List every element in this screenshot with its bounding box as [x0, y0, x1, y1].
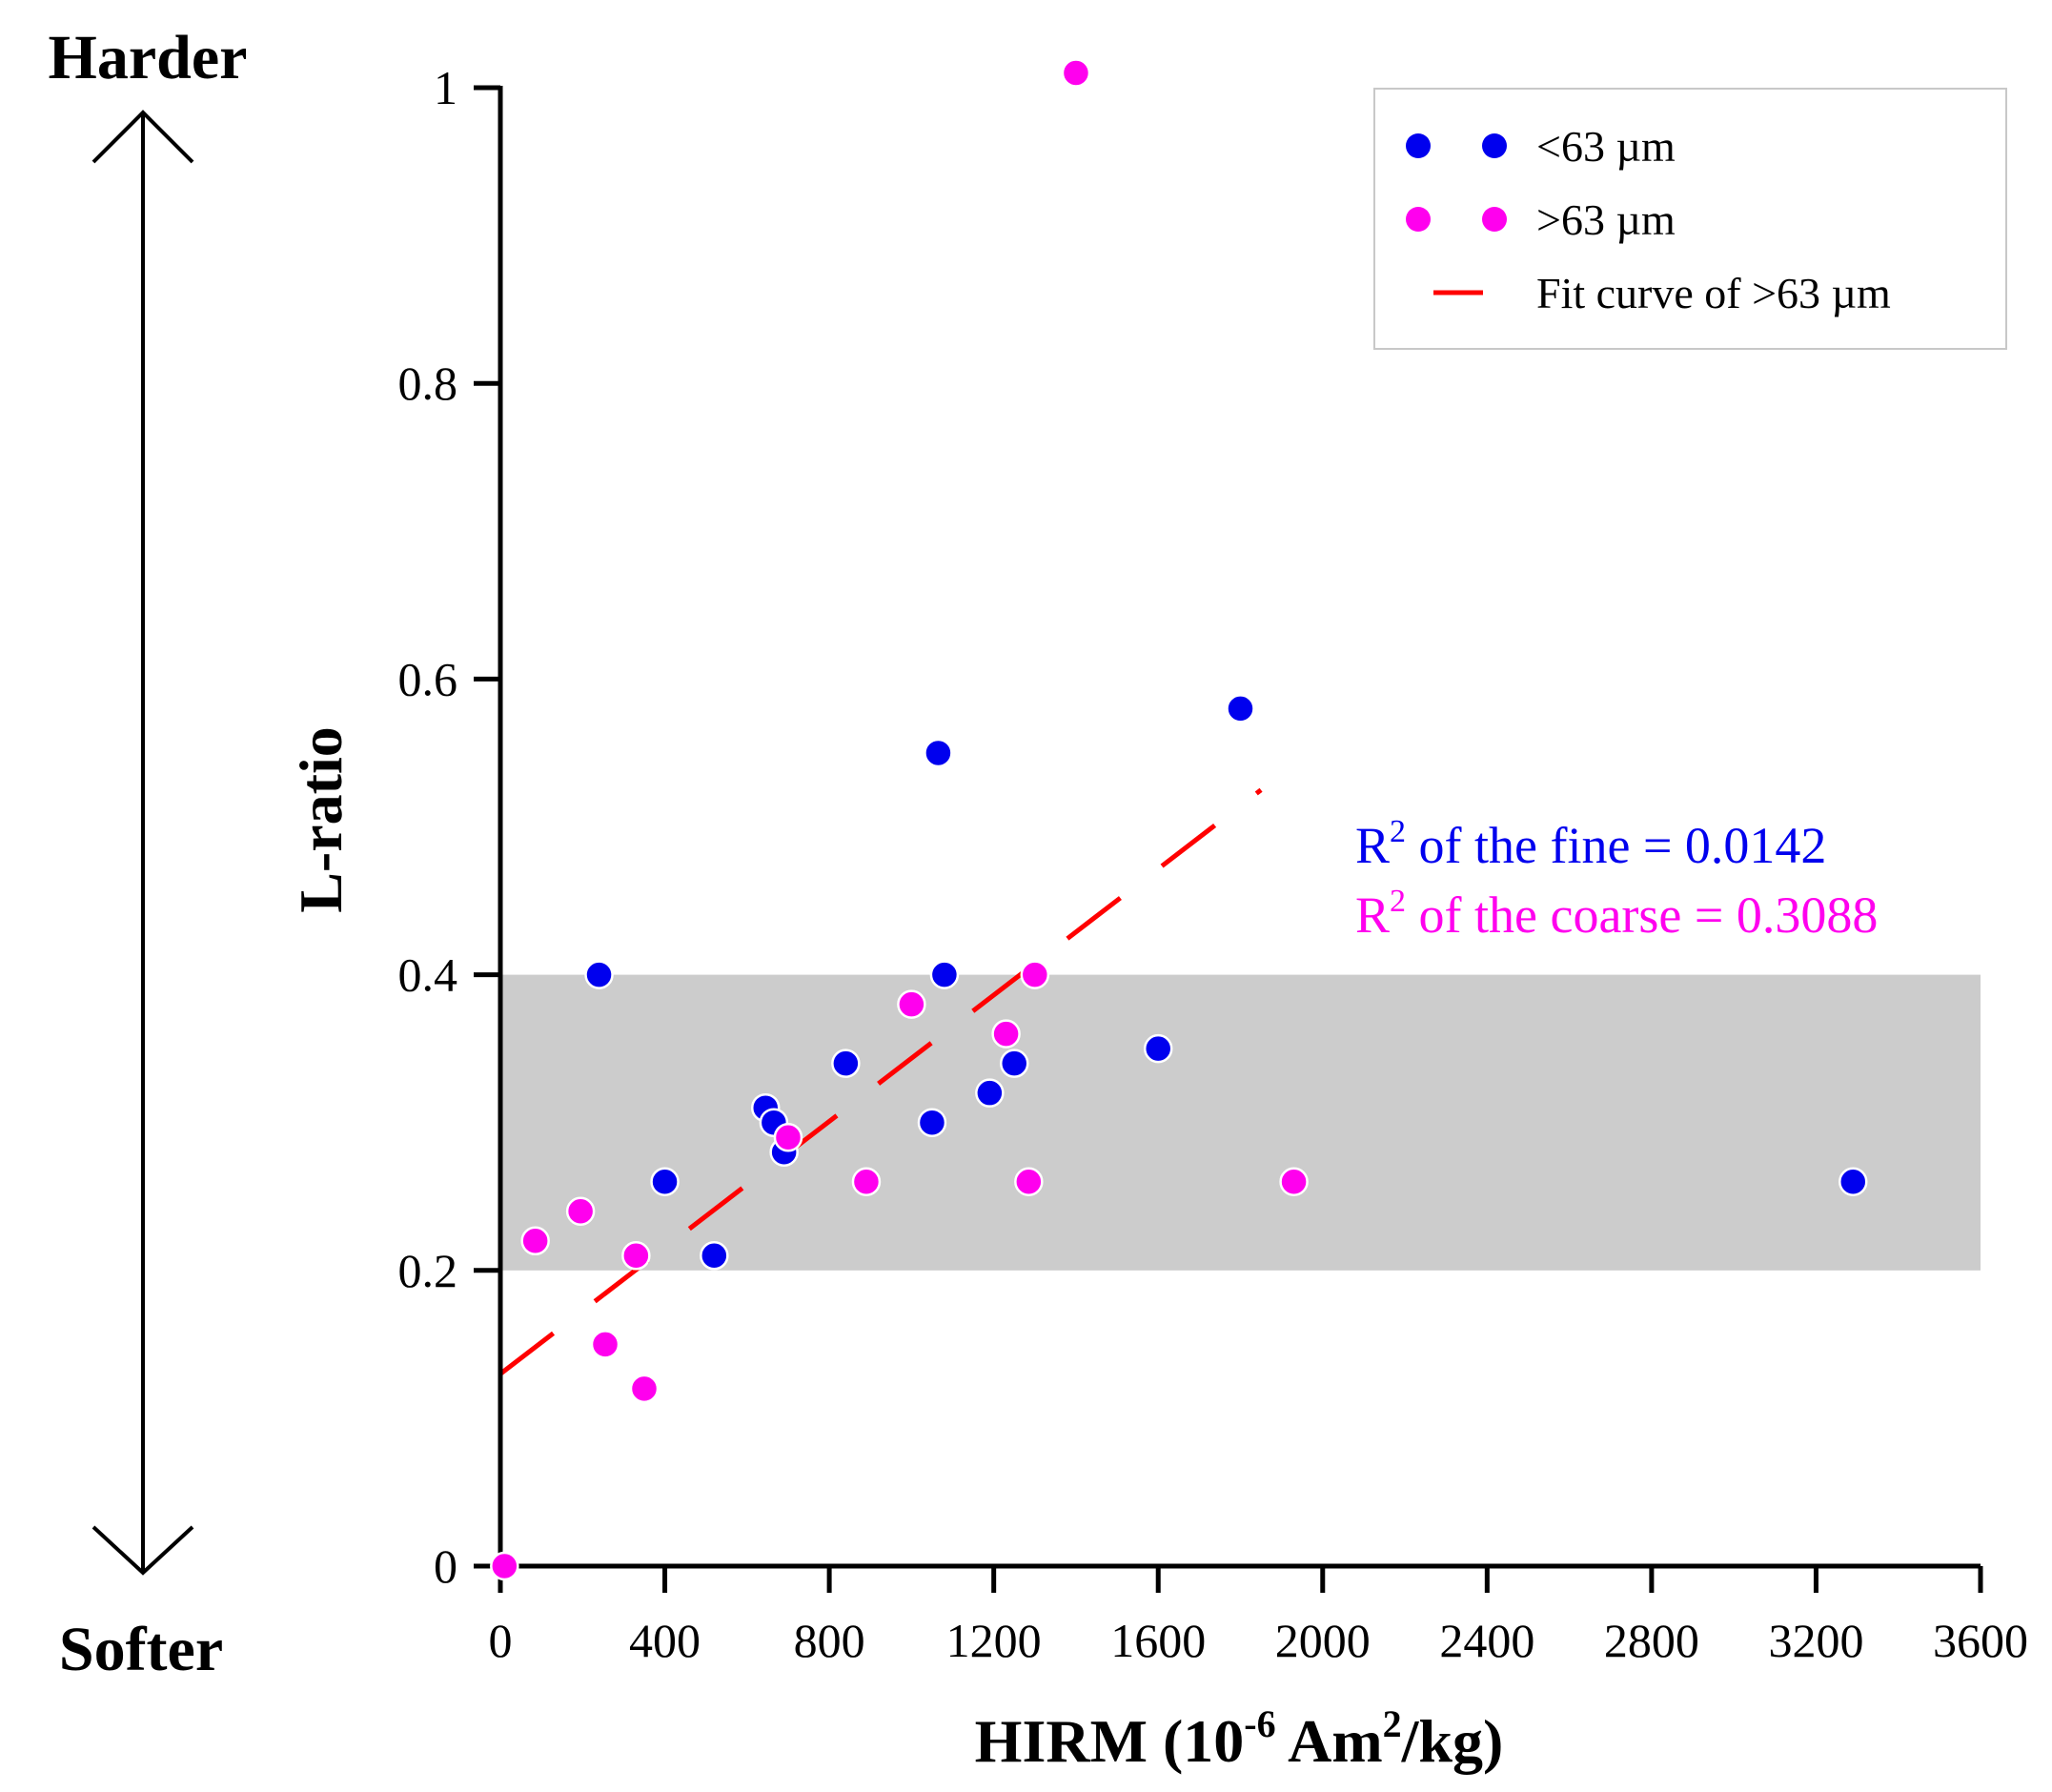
- legend-label-fit: Fit curve of >63 µm: [1536, 269, 1891, 317]
- y-tick-label: 1: [434, 61, 457, 114]
- point-fine: [999, 1049, 1029, 1078]
- legend: <63 µm >63 µm Fit curve of >63 µm: [1373, 88, 2007, 350]
- legend-label-fine: <63 µm: [1536, 122, 1676, 171]
- y-tick-label: 0.8: [398, 356, 458, 410]
- r2-coarse-annotation: R2 of the coarse = 0.3088: [1355, 884, 1878, 944]
- point-coarse: [590, 1330, 620, 1359]
- x-tick-label: 1600: [1110, 1614, 1206, 1667]
- point-fine: [700, 1241, 729, 1271]
- x-axis-ticks: 0 400 800 1200 1600 2000 2400 2800 3200 3600: [489, 1566, 2028, 1667]
- legend-marker-fine-1: [1406, 133, 1431, 158]
- point-coarse: [1020, 960, 1050, 989]
- x-tick-label: 3200: [1768, 1614, 1863, 1667]
- arrow-down-icon: [91, 1525, 194, 1576]
- point-fine: [1143, 1033, 1173, 1064]
- x-tick-label: 2400: [1439, 1614, 1534, 1667]
- x-tick-label: 3600: [1933, 1614, 2028, 1667]
- point-coarse: [629, 1374, 660, 1404]
- point-coarse: [565, 1196, 596, 1227]
- softer-label: Softer: [59, 1615, 223, 1684]
- fit-line: [498, 787, 1263, 1376]
- point-fine: [1226, 694, 1255, 723]
- y-tick-label: 0.2: [398, 1244, 458, 1297]
- r2-fine-annotation: R2 of the fine = 0.0142: [1355, 814, 1826, 874]
- point-coarse: [991, 1019, 1021, 1049]
- point-fine: [929, 960, 960, 989]
- legend-marker-coarse-1: [1406, 207, 1431, 232]
- point-coarse: [851, 1167, 882, 1196]
- data-points: [490, 58, 1868, 1581]
- point-fine: [1839, 1167, 1868, 1196]
- point-coarse: [520, 1226, 550, 1256]
- harder-label: Harder: [49, 23, 248, 92]
- y-tick-label: 0: [434, 1539, 457, 1593]
- y-axis-ticks: 0 0.2 0.4 0.6 0.8 1: [398, 61, 500, 1593]
- hardness-indicator: [91, 110, 194, 1576]
- y-tick-label: 0.4: [398, 948, 458, 1002]
- point-coarse: [1279, 1167, 1309, 1196]
- point-fine: [584, 960, 614, 989]
- arrow-up-icon: [91, 110, 194, 164]
- x-tick-label: 400: [629, 1614, 701, 1667]
- point-coarse: [773, 1122, 803, 1152]
- point-coarse: [1061, 58, 1091, 88]
- point-fine: [917, 1108, 947, 1137]
- x-axis-title: HIRM (10-6 Am2/kg): [975, 1702, 1504, 1775]
- point-coarse: [490, 1551, 519, 1581]
- x-tick-label: 2000: [1275, 1614, 1371, 1667]
- point-coarse: [621, 1241, 651, 1271]
- y-axis-title: L-ratio: [287, 726, 355, 913]
- x-tick-label: 800: [794, 1614, 865, 1667]
- x-tick-label: 1200: [946, 1614, 1042, 1667]
- x-tick-label: 0: [489, 1614, 513, 1667]
- point-coarse: [897, 989, 926, 1019]
- y-tick-label: 0.6: [398, 652, 458, 705]
- point-fine: [975, 1078, 1005, 1108]
- legend-box: [1373, 88, 2007, 350]
- legend-marker-fine-2: [1482, 133, 1507, 158]
- point-fine: [924, 738, 953, 768]
- legend-marker-coarse-2: [1482, 207, 1507, 232]
- point-fine: [831, 1049, 861, 1078]
- point-coarse: [1014, 1167, 1044, 1196]
- x-tick-label: 2800: [1604, 1614, 1699, 1667]
- shaded-band-0.2-0.4: [500, 974, 1981, 1271]
- legend-label-coarse: >63 µm: [1536, 195, 1676, 244]
- point-fine: [650, 1167, 680, 1196]
